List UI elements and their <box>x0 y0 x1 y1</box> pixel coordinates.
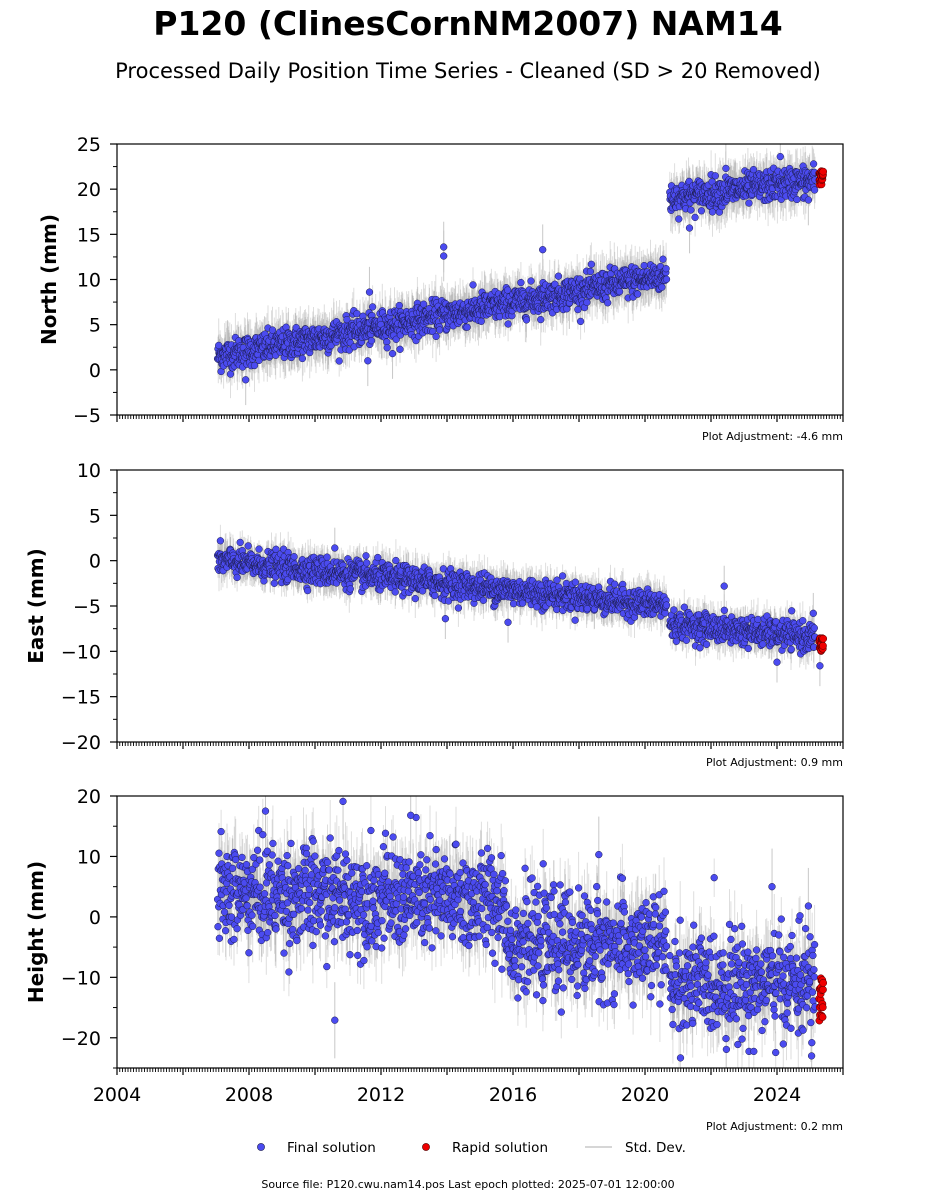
final-point <box>504 320 512 328</box>
final-point <box>335 357 343 365</box>
y-tick-label: 10 <box>77 270 101 292</box>
final-point <box>551 280 559 288</box>
north-panel: −5 0 5 10 15 20 25 North (mm) Plot Adjustment: -… <box>37 134 844 443</box>
final-point <box>383 344 391 352</box>
final-point <box>675 215 683 223</box>
final-point <box>687 206 695 214</box>
final-point <box>745 199 753 207</box>
rapid-point <box>819 167 828 176</box>
final-point <box>697 207 706 215</box>
chart-subtitle: Processed Daily Position Time Series - C… <box>115 59 821 83</box>
chart-title: P120 (ClinesCornNM2007) NAM14 <box>153 4 782 43</box>
final-point <box>586 267 595 276</box>
final-point <box>662 265 670 273</box>
final-point <box>554 272 563 280</box>
final-point <box>793 195 801 204</box>
final-point <box>711 172 719 180</box>
plot-area <box>213 144 828 406</box>
final-point <box>804 196 813 204</box>
final-point <box>440 252 448 260</box>
final-point <box>659 255 667 263</box>
final-point <box>365 288 374 296</box>
final-point <box>419 300 428 308</box>
final-point <box>522 316 531 324</box>
final-point <box>633 290 642 298</box>
y-axis-label: North (mm) <box>37 214 61 345</box>
final-point <box>776 152 784 161</box>
final-point <box>576 317 585 326</box>
final-point <box>604 299 612 307</box>
y-tick-label: −5 <box>73 405 101 427</box>
final-point <box>250 361 259 370</box>
final-point <box>527 277 535 285</box>
final-point <box>685 224 694 232</box>
final-point <box>396 345 404 353</box>
final-point <box>368 303 377 311</box>
final-point <box>469 281 477 289</box>
y-tick-label: 15 <box>77 224 101 246</box>
final-point <box>574 305 582 314</box>
final-point <box>517 278 525 287</box>
final-solution-series <box>213 152 819 384</box>
final-point <box>587 260 596 268</box>
y-tick-label: 5 <box>89 315 101 337</box>
final-point <box>435 326 444 334</box>
final-point <box>504 286 512 294</box>
final-point <box>615 287 624 296</box>
final-point <box>364 357 372 365</box>
final-point <box>226 370 235 378</box>
final-point <box>537 315 545 324</box>
final-point <box>388 349 397 358</box>
y-tick-label: 25 <box>77 134 101 156</box>
final-point <box>810 186 819 194</box>
plot-adjustment: Plot Adjustment: -4.6 mm <box>702 430 843 443</box>
final-point <box>432 332 440 341</box>
final-point <box>722 164 730 173</box>
final-point <box>691 213 699 222</box>
final-point <box>539 246 547 254</box>
final-point <box>640 261 648 270</box>
final-point <box>440 243 448 251</box>
final-point <box>298 354 307 363</box>
final-point <box>658 283 666 291</box>
final-point <box>463 323 471 331</box>
final-point <box>242 376 250 384</box>
final-point <box>268 326 277 334</box>
y-tick-label: 20 <box>77 179 101 201</box>
final-point <box>749 165 758 174</box>
final-point <box>583 298 591 306</box>
final-point <box>477 317 485 325</box>
final-point <box>809 160 818 168</box>
final-point <box>395 301 403 310</box>
final-point <box>367 337 376 345</box>
y-tick-label: 0 <box>89 360 101 382</box>
final-point <box>662 275 671 283</box>
plot-area <box>213 524 828 687</box>
rapid-solution-series <box>815 167 828 189</box>
final-point <box>215 341 223 350</box>
